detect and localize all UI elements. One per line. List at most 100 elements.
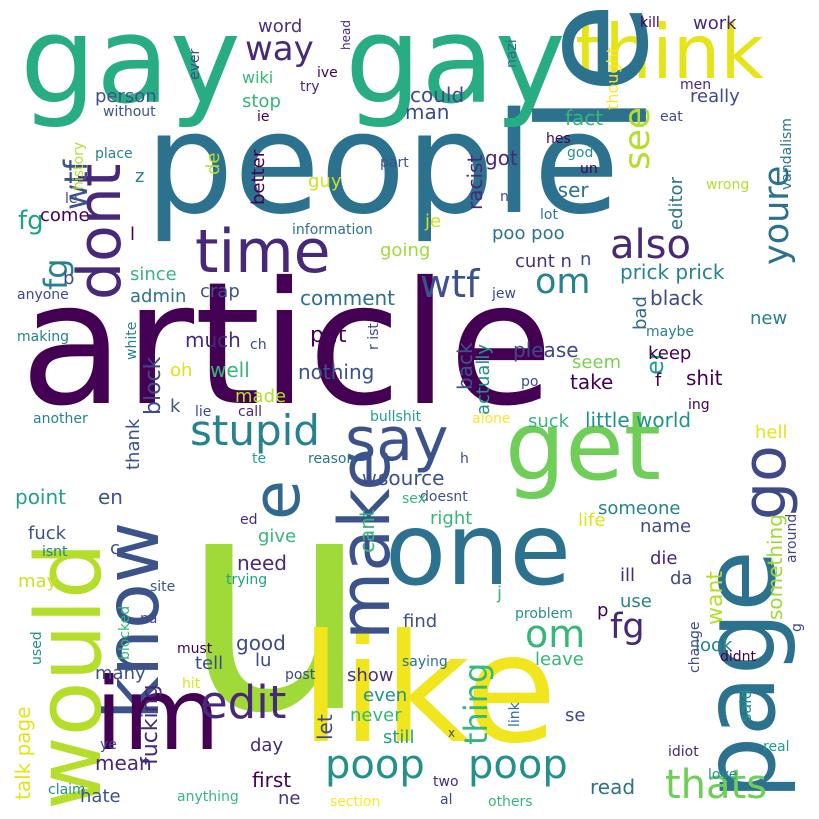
word-may: may <box>18 571 58 592</box>
word-ill: ill <box>620 565 636 586</box>
word-since: since <box>130 264 177 285</box>
word-po: po <box>521 374 539 390</box>
word-gay: gay <box>345 0 566 131</box>
word-en: en <box>98 485 123 509</box>
word-black: black <box>650 286 704 310</box>
word-need: need <box>237 551 287 575</box>
word-find: find <box>403 611 438 632</box>
word-man: man <box>405 100 450 124</box>
word-ch: ch <box>250 337 267 353</box>
word-vandalism: vandalism <box>779 118 795 190</box>
word-information: information <box>292 222 373 238</box>
word-talk-page: talk page <box>11 706 35 800</box>
word-te: te <box>252 451 267 467</box>
word-j: j <box>497 583 503 604</box>
word-others: others <box>488 794 533 810</box>
word-claim: claim <box>48 782 86 798</box>
word-time: time <box>195 217 331 287</box>
word-f: f <box>655 370 662 391</box>
word-lot: lot <box>540 207 558 223</box>
word-first: first <box>252 768 292 792</box>
word-jew: jew <box>492 286 516 302</box>
word-n: n <box>580 249 592 270</box>
word-ive: ive <box>317 65 338 81</box>
word-wtf: wtf <box>420 262 480 306</box>
word-h: h <box>460 451 469 467</box>
word-poop: poop <box>468 742 568 788</box>
word-article: article <box>20 246 554 444</box>
word-take: take <box>570 370 614 394</box>
word-edit: edit <box>200 676 287 729</box>
word-like: like <box>300 603 558 777</box>
word-day: day <box>250 735 284 756</box>
word-site: site <box>150 579 176 595</box>
word-new: new <box>750 308 788 329</box>
word-prick-prick: prick prick <box>620 260 725 284</box>
word-way: way <box>245 29 314 69</box>
word-change: change <box>687 621 703 673</box>
word-must: must <box>177 641 213 657</box>
word-trying: trying <box>226 572 268 588</box>
word-thank: thank <box>123 418 144 470</box>
word-c: c <box>110 538 120 559</box>
word-g: g <box>789 623 805 632</box>
word-sex: sex <box>402 491 426 507</box>
word-cant: cant <box>355 509 379 553</box>
word-lu: lu <box>255 650 272 671</box>
word-wrong: wrong <box>706 177 750 193</box>
word-love: love <box>708 767 738 783</box>
word-hell: hell <box>755 422 788 443</box>
word-gay: gay <box>20 0 241 131</box>
word-problem: problem <box>515 606 573 622</box>
word-around: around <box>784 513 800 563</box>
word-n: n <box>500 189 509 205</box>
word-even: even <box>363 685 408 706</box>
word-hit: hit <box>182 676 201 692</box>
word-stop: stop <box>242 91 281 112</box>
word-isnt: isnt <box>42 544 68 560</box>
word-used: used <box>29 631 45 665</box>
word-om: om <box>535 262 591 302</box>
word-little-world: little world <box>585 408 692 432</box>
word-anything: anything <box>177 789 239 805</box>
word-place: place <box>95 146 133 162</box>
word-put: put <box>310 323 347 348</box>
word-see: see <box>617 106 658 170</box>
word-tell: tell <box>195 653 224 674</box>
word-na: na <box>140 611 158 627</box>
word-nothing: nothing <box>298 360 375 384</box>
word-real: real <box>763 739 790 755</box>
word-said: said <box>736 689 755 722</box>
word-seem: seem <box>572 352 622 373</box>
word-w: w <box>362 468 377 489</box>
word-da: da <box>670 568 693 589</box>
word-un: un <box>580 161 598 177</box>
word-r-ist: r ist <box>366 323 382 350</box>
word-people: people <box>145 83 620 246</box>
word-let: let <box>313 714 337 740</box>
word-thought: thought <box>603 47 622 110</box>
word-good: good <box>236 631 286 655</box>
word-better: better <box>248 149 269 205</box>
word-de: de <box>203 152 224 176</box>
word-one: one <box>385 491 572 608</box>
word-b: b <box>63 268 75 289</box>
word-user: user <box>545 178 589 202</box>
word-someone: someone <box>598 498 681 519</box>
word-come: come <box>40 205 90 226</box>
word-fg: fg <box>610 607 645 647</box>
word-crap: crap <box>200 281 240 302</box>
word-history: history <box>71 141 87 190</box>
word-say: say <box>345 405 449 475</box>
word-keep: keep <box>648 343 692 364</box>
word-read: read <box>590 775 636 799</box>
word-fg: fg <box>18 206 44 236</box>
word-blocked: blocked <box>117 605 133 660</box>
word-thats: thats <box>665 762 768 808</box>
word-another: another <box>33 411 88 427</box>
word-want: want <box>703 570 728 625</box>
word-fuck: fuck <box>28 523 67 544</box>
word-kill: kill <box>640 15 660 31</box>
word-nazi: nazi <box>504 39 520 68</box>
